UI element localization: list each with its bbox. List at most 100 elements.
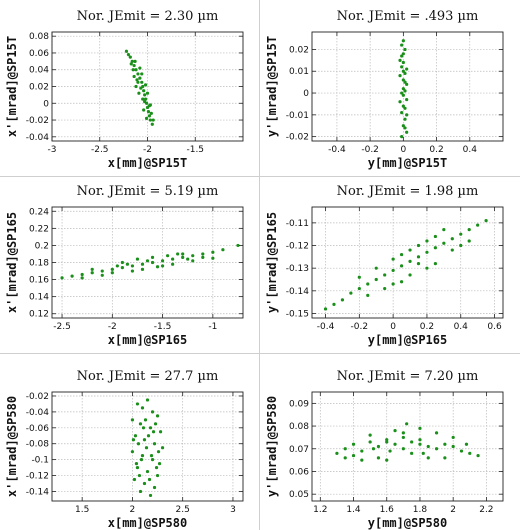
x-tick-label: 1.5 [75,505,89,515]
data-point [150,458,155,462]
chart-title: Nor. JEmit = 5.19 µm [77,184,219,199]
y-tick-label: 0.16 [29,276,49,286]
data-point [416,262,421,266]
data-point [141,426,146,430]
x-tick-label: 0.4 [454,322,469,332]
y-tick-label: -0.02 [286,133,309,143]
data-point [152,485,157,490]
y-tick-label: 0.08 [29,32,49,42]
data-point [145,469,150,474]
axes-frame [51,391,244,502]
data-point [191,259,195,263]
data-point [405,422,409,426]
data-point [403,47,407,52]
data-point [360,449,364,453]
data-point [451,435,455,440]
data-point [134,462,139,466]
data-point [401,39,405,43]
data-point [401,431,405,435]
data-point [398,58,402,62]
data-point [135,402,140,406]
data-point [442,241,446,245]
data-point [142,481,147,486]
data-point [140,262,145,266]
data-point [143,99,147,104]
data-point [450,237,454,241]
data-point [401,78,405,82]
data-point [385,440,389,444]
chart-title: Nor. JEmit = .493 µm [337,9,479,24]
x-tick-label: -2.5 [91,145,109,155]
data-point [467,239,471,243]
data-point [155,473,160,478]
data-point [160,264,165,268]
x-tick-label: 0.2 [429,145,443,155]
data-point [139,458,144,462]
data-point [147,477,152,482]
x-tick-label: -2 [143,145,152,155]
data-point [131,438,136,442]
data-point [421,451,425,455]
data-point [100,273,104,277]
data-point [145,398,150,402]
data-point [171,257,175,261]
y-tick-label: 0.22 [29,224,49,234]
data-point [385,438,389,442]
data-point [156,450,161,454]
y-tick-label: 0 [303,89,309,99]
data-point [393,442,397,446]
x-tick-label: 1.6 [380,505,395,515]
y-axis-label: x'[mrad]@SP580 [5,396,19,497]
data-point [133,434,138,438]
data-point [149,454,154,458]
data-point [366,282,370,286]
data-point [144,116,149,120]
data-point [236,243,240,248]
data-point [399,280,404,284]
data-point [401,93,405,97]
chart-title: Nor. JEmit = 27.7 µm [77,369,219,384]
x-axis-label: y[mm]@SP580 [368,516,447,530]
data-point [443,456,447,460]
data-point [351,442,356,446]
x-tick-label: 3 [230,505,236,515]
chart-title: Nor. JEmit = 2.30 µm [77,9,219,24]
scatter-panel-4: -0.4 -0.2 0 0.2 0.4 0.6 -0.15 -0.14 -0.13 -0.12 -0… [265,184,504,347]
y-axis-label: y'[mrad]@SP15T [265,36,279,137]
data-point [459,449,464,453]
data-point [134,68,138,72]
data-point [130,418,135,422]
data-point [408,273,412,277]
data-point [385,458,389,462]
data-point [136,442,141,446]
data-point [405,130,409,134]
data-point [130,269,135,273]
chart-title: Nor. JEmit = 1.98 µm [337,184,479,199]
data-point [120,266,124,270]
data-point [403,117,407,121]
data-point [357,286,361,291]
data-point [343,447,347,451]
data-point [130,59,134,63]
data-point [150,410,155,414]
scatter-panel-1: -3 -2.5 -2 -1.5 -0.04 -0.02 0 0.02 0.04 0.06 0.08 N… [5,9,244,170]
data-point [60,276,64,280]
data-point [405,67,409,71]
data-point [443,442,447,446]
y-tick-label: -0.11 [286,219,309,229]
data-point [388,449,392,453]
data-point [425,239,429,243]
data-point [450,248,454,252]
data-point [366,293,370,297]
data-point [133,59,137,63]
data-point [137,473,142,478]
data-point [124,49,129,53]
y-tick-label: 0.2 [35,241,49,251]
data-point [400,135,404,139]
data-point [371,447,376,451]
data-point [400,91,404,95]
row-divider-2 [0,353,520,354]
data-point [141,97,145,101]
column-divider [259,0,260,530]
